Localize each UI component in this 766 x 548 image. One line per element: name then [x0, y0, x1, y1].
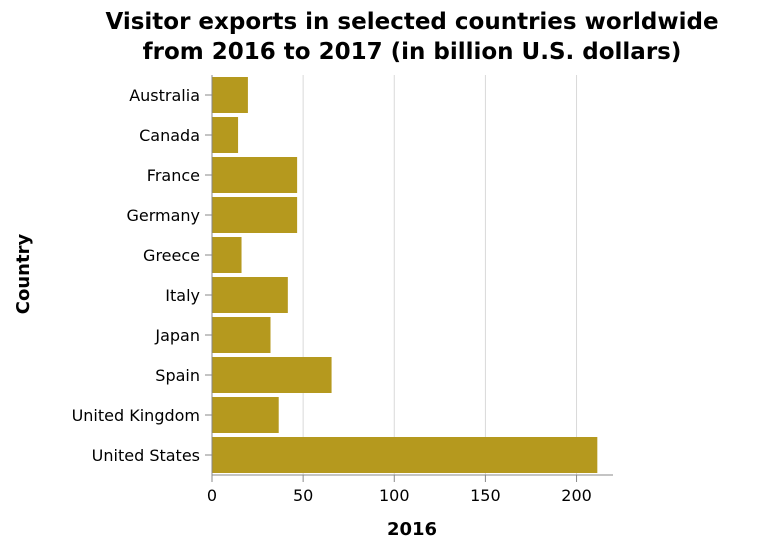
y-tick-label-1: Canada: [139, 126, 200, 145]
bar-france: [212, 157, 298, 193]
bar-united-states: [212, 437, 598, 473]
x-tick-label-2: 100: [379, 486, 410, 505]
x-tick-label-4: 200: [561, 486, 592, 505]
y-tick-label-4: Greece: [143, 246, 200, 265]
y-tick-label-3: Germany: [126, 206, 200, 225]
x-tick-label-3: 150: [470, 486, 501, 505]
bar-japan: [212, 317, 271, 353]
y-axis-title: Country: [13, 234, 34, 315]
chart-title-line-2: from 2016 to 2017 (in billion U.S. dolla…: [143, 39, 682, 65]
bar-greece: [212, 237, 242, 273]
y-tick-label-5: Italy: [165, 286, 200, 305]
y-tick-label-2: France: [147, 166, 200, 185]
bar-spain: [212, 357, 332, 393]
x-tick-label-0: 0: [207, 486, 217, 505]
axes: Australia Canada France Germany Greece Italy J…: [72, 75, 613, 505]
gridlines: [302, 75, 578, 475]
chart-title: Visitor exports in selected countries wo…: [105, 9, 718, 65]
bar-italy: [212, 277, 288, 313]
bars: [212, 77, 598, 473]
bar-united-kingdom: [212, 397, 279, 433]
chart-title-line-1: Visitor exports in selected countries wo…: [105, 9, 718, 35]
y-tick-label-6: Japan: [154, 326, 200, 345]
x-axis-title: 2016: [387, 519, 437, 540]
bar-germany: [212, 197, 298, 233]
x-tick-label-1: 50: [293, 486, 313, 505]
bar-canada: [212, 117, 239, 153]
y-tick-label-8: United Kingdom: [72, 406, 200, 425]
y-tick-label-7: Spain: [155, 366, 200, 385]
bar-australia: [212, 77, 248, 113]
y-tick-label-0: Australia: [129, 86, 200, 105]
y-tick-label-9: United States: [92, 446, 200, 465]
